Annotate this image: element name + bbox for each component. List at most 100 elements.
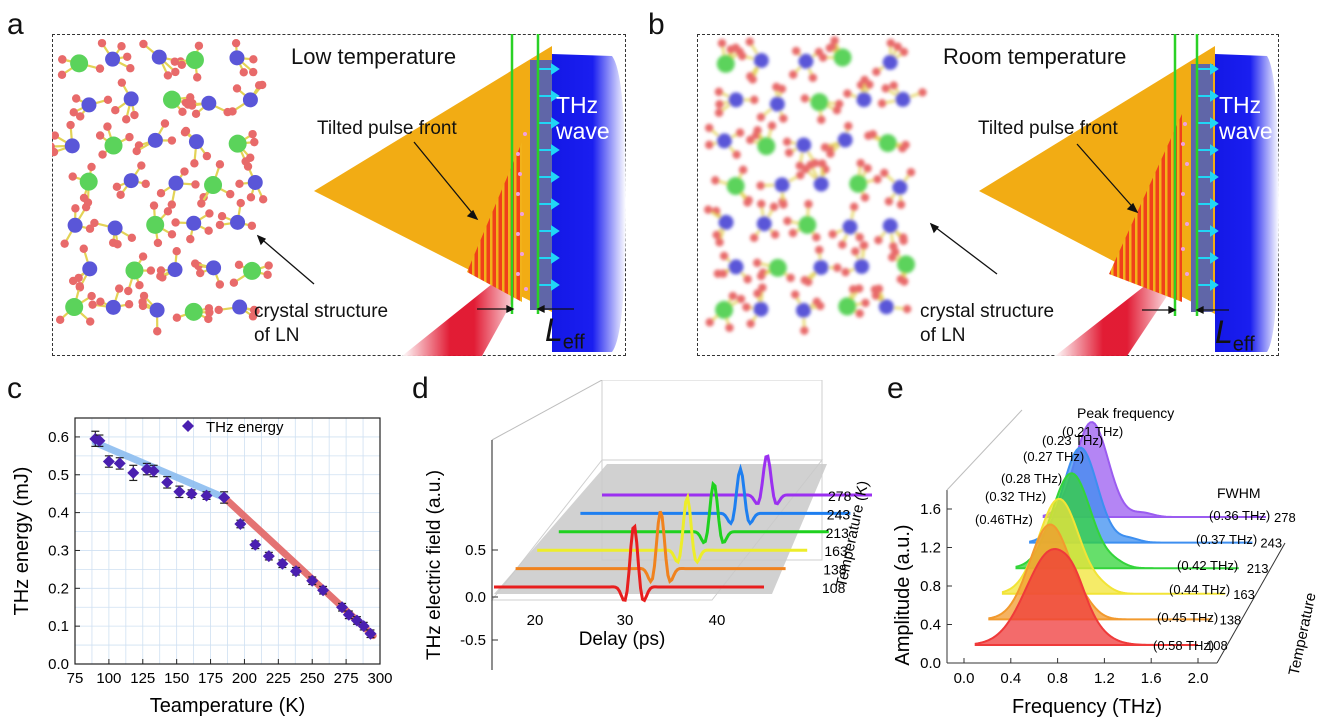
oxygen-atom	[177, 60, 186, 70]
oxygen-atom	[735, 128, 745, 137]
peak-label: (0.46THz)	[975, 512, 1033, 527]
oxygen-atom	[884, 197, 894, 206]
oxygen-atom	[87, 291, 96, 301]
data-point	[262, 550, 275, 563]
oxygen-atom	[767, 121, 777, 130]
crystal-label-line1: crystal structure	[254, 301, 389, 322]
lithium-atom	[833, 48, 852, 67]
oxygen-atom	[886, 38, 895, 48]
oxygen-atom	[139, 39, 148, 49]
oxygen-atom	[861, 298, 870, 308]
leff-subscript: eff	[1232, 333, 1255, 356]
oxygen-atom	[204, 314, 213, 324]
niobium-atom	[842, 219, 858, 235]
niobium-atom	[147, 132, 163, 148]
niobium-atom	[232, 299, 248, 315]
temperature-tick-label: 138	[1220, 612, 1242, 627]
oxygen-atom	[214, 305, 223, 315]
oxygen-atom	[187, 101, 197, 110]
oxygen-atom	[874, 235, 883, 245]
x-tick-label: 0.4	[1000, 670, 1021, 687]
legend-label: THz energy	[206, 419, 284, 436]
x-tick-label: 30	[617, 612, 634, 629]
oxygen-atom	[804, 277, 813, 287]
oxygen-atom	[52, 142, 55, 151]
fwhm-label: (0.44 THz)	[1169, 582, 1230, 597]
temperature-tick-label: 243	[827, 506, 851, 522]
fwhm-label: (0.36 THz)	[1209, 508, 1270, 523]
fwhm-label: (0.37 THz)	[1196, 532, 1257, 547]
oxygen-atom	[899, 47, 909, 57]
oxygen-atom	[896, 200, 906, 209]
niobium-atom	[229, 50, 245, 66]
oxygen-atom	[818, 53, 828, 62]
leff-symbol: L	[545, 312, 563, 348]
oxygen-atom	[786, 273, 795, 283]
spectrum-108K	[974, 548, 1198, 646]
x-tick-label: 2.0	[1188, 670, 1209, 687]
thz-label-line1: THz	[556, 92, 599, 118]
x-tick-label: 1.2	[1094, 670, 1115, 687]
oxygen-atom	[249, 55, 258, 64]
oxygen-atom	[873, 175, 882, 184]
oxygen-atom	[229, 278, 239, 287]
oxygen-atom	[830, 36, 839, 45]
niobium-atom	[105, 51, 121, 67]
data-point	[234, 517, 247, 530]
lithium-atom	[716, 54, 735, 73]
oxygen-atom	[74, 273, 83, 283]
oxygen-atom	[717, 39, 727, 48]
oxygen-atom	[138, 301, 148, 311]
data-point	[317, 584, 330, 597]
y-tick-label: 1.2	[920, 540, 941, 557]
oxygen-atom	[906, 168, 916, 177]
x-tick-label: 275	[334, 670, 359, 687]
oxygen-atom	[205, 308, 214, 317]
y-tick-label: -0.5	[460, 632, 486, 649]
x-tick-label: 150	[164, 670, 189, 687]
oxygen-atom	[757, 199, 766, 209]
oxygen-atom	[86, 317, 95, 326]
x-tick-label: 40	[709, 612, 726, 629]
tilted-pulse-front	[1109, 114, 1182, 302]
oxygen-atom	[828, 229, 837, 239]
peak-label: (0.21 THz)	[1062, 424, 1123, 439]
oxygen-atom	[246, 193, 256, 202]
y-tick-label: 0.1	[48, 618, 69, 635]
oxygen-atom	[779, 114, 788, 123]
x-tick-label: 1.6	[1141, 670, 1162, 687]
oxygen-atom	[777, 84, 787, 94]
oxygen-atom	[726, 45, 735, 54]
oxygen-atom	[753, 289, 762, 298]
oxygen-atom	[848, 285, 858, 294]
oxygen-atom	[235, 179, 244, 188]
oxygen-atom	[788, 70, 798, 79]
data-point	[113, 457, 126, 470]
oxygen-atom	[122, 115, 131, 124]
oxygen-atom	[232, 84, 242, 93]
oxygen-atom	[918, 88, 927, 97]
annotation-arrows	[256, 141, 479, 285]
peak-frequency-title: Peak frequency	[1077, 405, 1174, 421]
oxygen-atom	[863, 164, 872, 173]
panel-b-illustration	[704, 34, 1279, 356]
oxygen-atom	[738, 51, 747, 61]
data-point	[102, 455, 115, 468]
oxygen-atom	[800, 94, 810, 103]
panel-letter-c: c	[7, 372, 22, 405]
niobium-atom	[151, 49, 167, 65]
x-tick-label: 20	[527, 612, 544, 629]
x-axis-label: Delay (ps)	[579, 629, 666, 650]
data-point	[350, 614, 363, 627]
oxygen-atom	[833, 263, 842, 272]
y-axis-label: Amplitude (a.u.)	[892, 524, 914, 665]
thz-wave-field	[1215, 54, 1279, 352]
oxygen-atom	[215, 160, 225, 169]
oxygen-atom	[264, 261, 273, 270]
oxygen-atom	[192, 73, 202, 82]
thz-emission-arrows	[538, 63, 560, 291]
niobium-atom	[201, 95, 217, 111]
niobium-atom	[186, 215, 202, 231]
oxygen-atom	[163, 71, 173, 80]
x-tick-label: 100	[96, 670, 121, 687]
